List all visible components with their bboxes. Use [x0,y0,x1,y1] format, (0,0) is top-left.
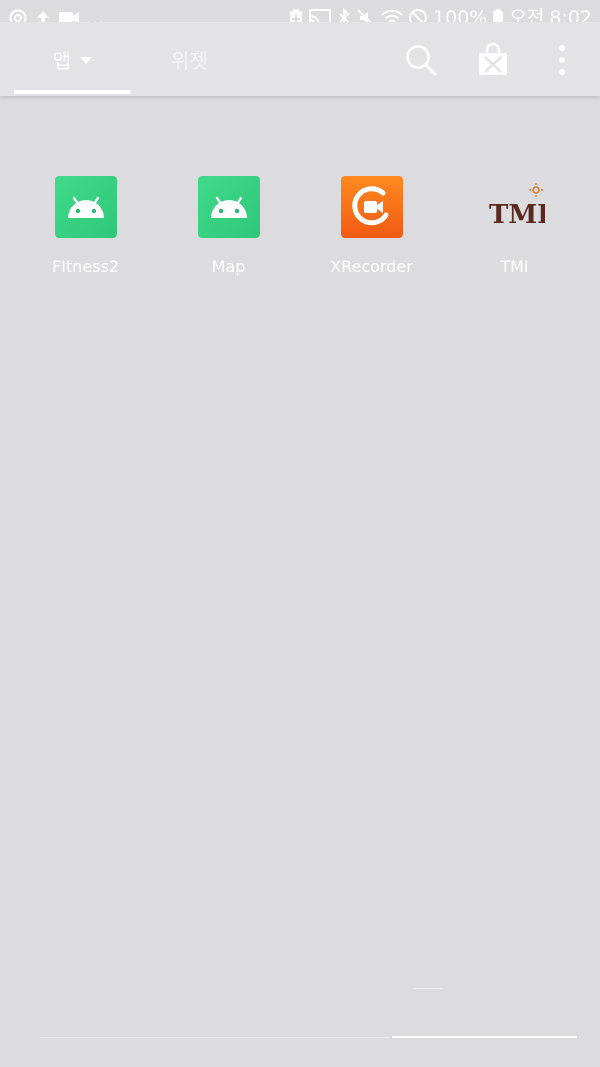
scroll-indicator [392,1036,577,1038]
tab-widgets[interactable]: 위젯 [131,22,248,96]
tmi-icon: TMI [484,176,546,238]
play-store-button[interactable] [471,38,515,82]
app-label-fitness2: FItness2 [51,257,120,276]
xrecorder-icon [340,176,403,238]
android-icon [197,176,260,238]
tab-apps-label: 앱 [52,48,72,73]
more-options-button[interactable] [540,38,584,82]
more-options-icon [559,45,565,75]
video-camera-icon [58,7,80,29]
app-label-tmi: TMI [500,257,529,276]
android-icon [54,176,117,238]
svg-text:TMI: TMI [489,200,545,230]
app-tmi[interactable]: TMI TMI [443,176,586,276]
dropdown-caret-icon [80,56,93,64]
app-label-xrecorder: XRecorder [330,257,413,276]
bluetooth-icon [337,7,351,29]
search-icon [406,45,437,76]
search-button[interactable] [399,38,443,82]
app-xrecorder[interactable]: XRecorder [300,176,443,276]
tab-selected-indicator [14,90,131,94]
tab-apps[interactable]: 앱 [14,22,131,96]
app-fitness2[interactable]: FItness2 [14,176,157,276]
play-store-icon [479,43,507,75]
app-map[interactable]: Map [157,176,300,276]
divider [40,1037,390,1038]
tab-widgets-label: 위젯 [171,48,208,73]
app-label-map: Map [211,257,246,276]
divider [414,988,442,989]
app-drawer-toolbar: 앱 위젯 [0,22,600,96]
